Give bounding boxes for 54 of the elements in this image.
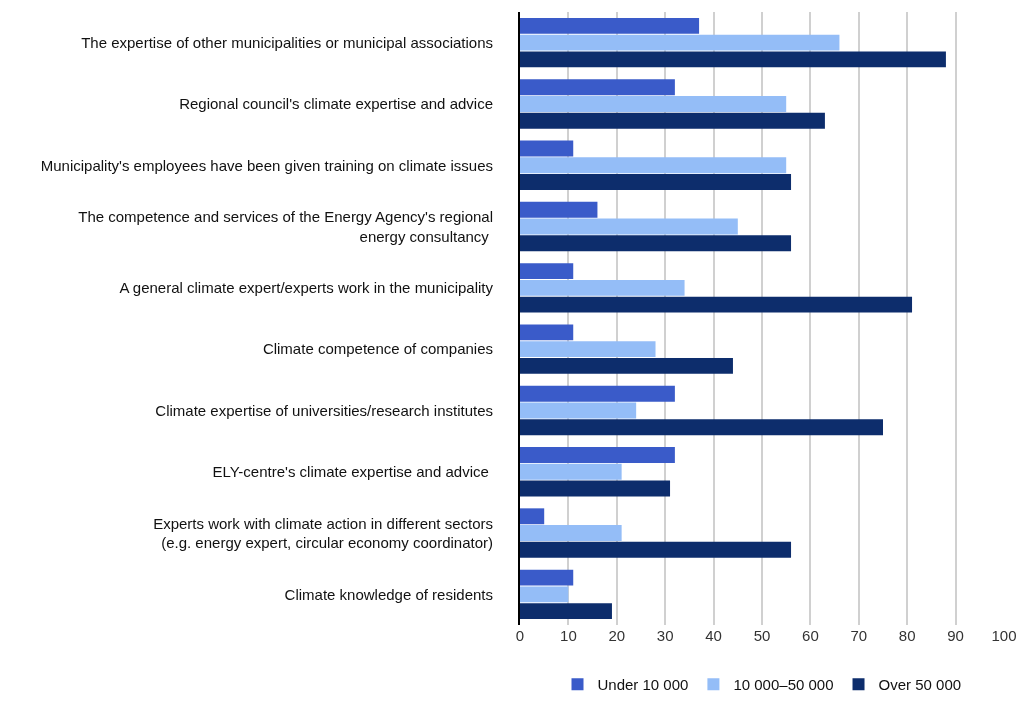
bar <box>520 17 700 34</box>
x-tick-label: 40 <box>705 627 722 644</box>
x-tick-label: 20 <box>608 627 626 644</box>
bar <box>520 541 792 558</box>
y-tick-label: The competence and services of the Energy Agency's regional energy consultancy <box>78 208 493 245</box>
y-tick-label: Climate knowledge of residents <box>284 585 493 603</box>
bar <box>520 157 787 174</box>
legend-label: Under 10 000 <box>597 676 689 694</box>
bar <box>520 341 656 358</box>
bar <box>520 603 612 620</box>
bar <box>520 79 675 96</box>
bar <box>520 174 792 190</box>
bar <box>520 324 574 341</box>
x-tick-label: 30 <box>656 627 674 644</box>
bar <box>520 112 825 129</box>
x-tick-label: 90 <box>947 627 964 644</box>
y-tick-label: A general climate expert/experts work in the municipality <box>119 279 494 297</box>
bar <box>520 357 733 374</box>
bar <box>520 508 545 525</box>
x-tick-label: 80 <box>898 627 916 644</box>
bar <box>520 140 574 157</box>
bar <box>520 296 913 313</box>
y-tick-label: Municipality's employees have been given training on climate issues <box>40 156 493 174</box>
x-tick-label: 70 <box>850 627 868 644</box>
legend-label: 10 000–50 000 <box>733 676 834 694</box>
y-tick-label: Regional council's climate expertise and advice <box>179 95 493 113</box>
x-tick-label: 10 <box>560 627 577 644</box>
bar <box>520 480 671 497</box>
bar <box>520 34 840 51</box>
bar <box>520 385 675 402</box>
bar <box>520 235 792 252</box>
y-tick-label: Experts work with climate action in different sectors (e.g. energy expert, circular economy coordinator) <box>153 514 493 552</box>
bar <box>520 586 569 603</box>
bar <box>520 569 574 586</box>
bar <box>520 201 598 218</box>
legend-label: Over 50 000 <box>878 676 962 694</box>
y-tick-label: ELY-centre's climate expertise and advice <box>212 463 493 480</box>
bar <box>520 279 685 296</box>
y-tick-label: Climate competence of companies <box>262 340 493 358</box>
bar <box>520 95 787 112</box>
y-tick-label: The expertise of other municipalities or municipal associations <box>81 33 493 51</box>
x-tick-label: 50 <box>753 627 771 644</box>
y-tick-label: Climate expertise of universities/research institutes <box>155 401 493 419</box>
bar <box>520 419 883 436</box>
bar <box>520 218 738 235</box>
x-tick-label: 60 <box>802 627 819 644</box>
x-tick-label: 100 <box>991 627 1017 644</box>
x-tick-label: 0 <box>515 627 525 644</box>
bar <box>520 447 675 463</box>
bar <box>520 263 574 280</box>
bar <box>520 463 622 480</box>
bar <box>520 402 637 419</box>
bar <box>520 51 946 68</box>
bar <box>520 525 622 542</box>
